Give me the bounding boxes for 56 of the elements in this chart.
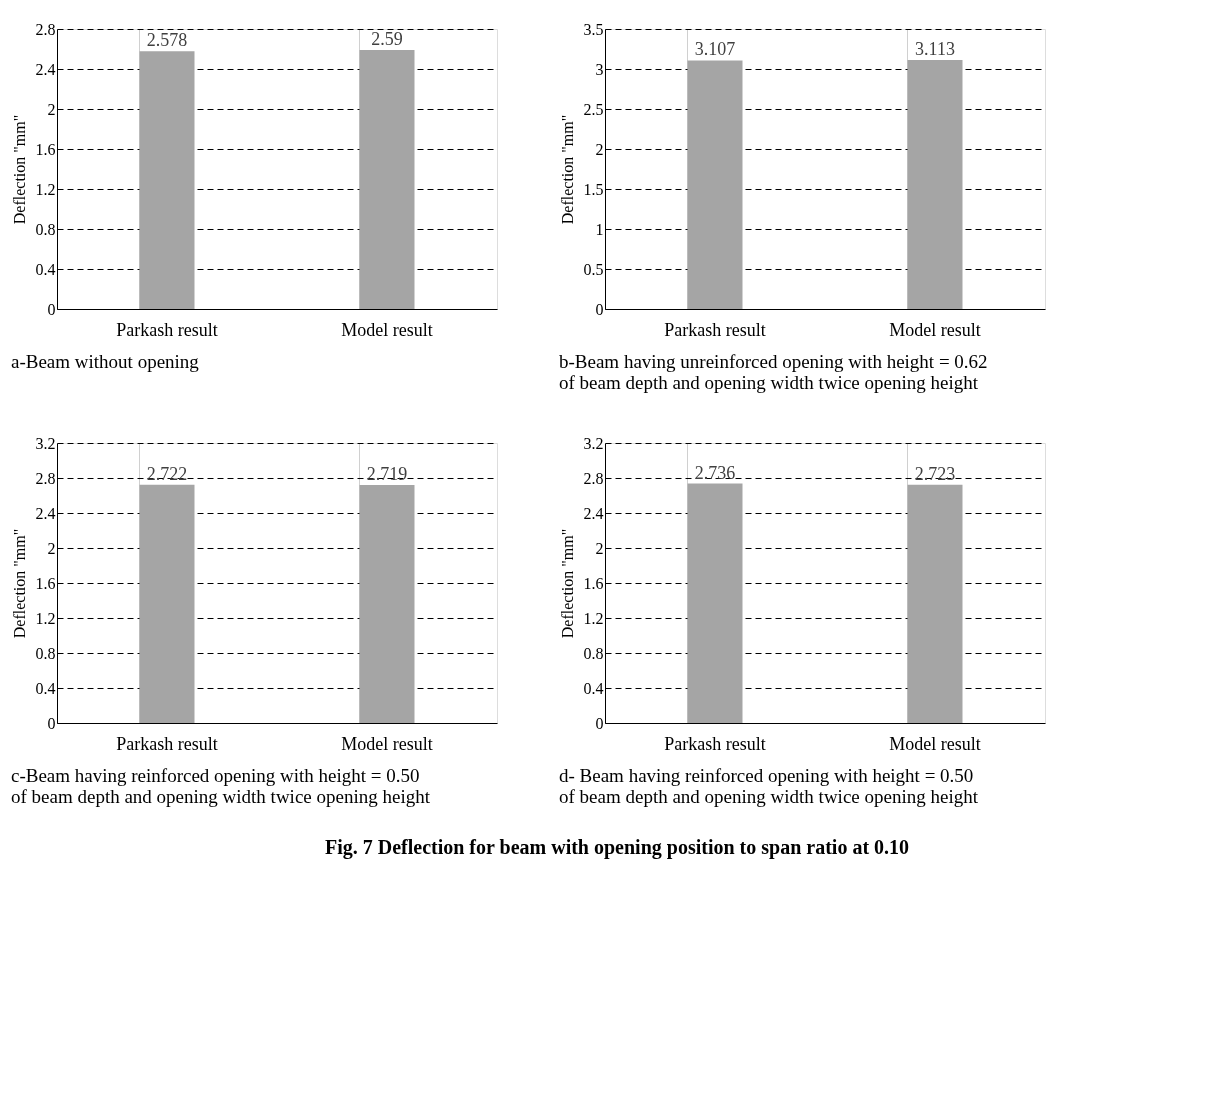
y-tick-label: 1.2 <box>35 609 56 627</box>
y-tick-label: 2.4 <box>35 504 56 522</box>
y-tick-label: 0 <box>47 300 56 318</box>
y-axis-title: Deflection "mm" <box>10 114 28 225</box>
y-tick-label: 0.5 <box>583 260 604 278</box>
y-tick-label: 0.8 <box>583 644 604 662</box>
y-tick-label: 2 <box>595 140 604 158</box>
y-tick-label: 2.8 <box>583 469 604 487</box>
y-tick-label: 1.2 <box>583 609 604 627</box>
y-tick-label: 2.5 <box>583 100 604 118</box>
y-tick-label: 3.2 <box>583 434 604 452</box>
y-tick-label: 2 <box>47 539 56 557</box>
y-tick-label: 1.2 <box>35 180 56 198</box>
text: a-Beam without opening <box>11 351 200 372</box>
data-label: 2.578 <box>146 30 188 51</box>
x-tick-label: Model result <box>341 733 433 754</box>
y-tick-label: 1.5 <box>583 180 604 198</box>
y-tick-label: 0.4 <box>583 679 604 697</box>
text: b-Beam having unreinforced opening with height = 0.62 of beam depth and opening width twice opening height <box>559 351 988 393</box>
text: d- Beam having reinforced opening with height = 0.50 of beam depth and opening width twice opening height <box>559 765 979 807</box>
y-tick-label: 1.6 <box>35 140 56 158</box>
y-tick-label: 1.6 <box>35 574 56 592</box>
x-tick-label: Parkash result <box>664 319 766 340</box>
y-tick-label: 2.4 <box>35 60 56 78</box>
y-tick-label: 3.5 <box>583 20 604 38</box>
y-axis-title: Deflection "mm" <box>558 528 576 639</box>
y-tick-label: 3.2 <box>35 434 56 452</box>
x-tick-label: Parkash result <box>116 319 218 340</box>
y-tick-label: 0 <box>595 300 604 318</box>
data-label: 2.59 <box>371 29 403 49</box>
y-tick-label: 2.8 <box>35 469 56 487</box>
y-tick-label: 2.8 <box>35 20 56 38</box>
y-tick-label: 1.6 <box>583 574 604 592</box>
x-tick-label: Model result <box>341 319 433 340</box>
data-label: 3.107 <box>694 39 736 60</box>
y-tick-label: 2 <box>595 539 604 557</box>
y-tick-label: 0 <box>595 714 604 732</box>
y-tick-label: 2 <box>47 100 56 118</box>
caption: Fig. 7 Deflection for beam with opening position to span ratio at 0.10 <box>324 836 910 859</box>
x-tick-label: Model result <box>889 733 981 754</box>
y-tick-label: 3 <box>595 60 604 78</box>
y-axis-title: Deflection "mm" <box>558 114 576 225</box>
x-tick-label: Parkash result <box>116 733 218 754</box>
data-label: 2.736 <box>694 462 736 483</box>
y-tick-label: 0.8 <box>35 220 56 238</box>
y-axis-title: Deflection "mm" <box>10 528 28 639</box>
y-tick-label: 1 <box>595 220 604 238</box>
y-tick-label: 0 <box>47 714 56 732</box>
data-label: 3.113 <box>915 38 955 59</box>
y-tick-label: 0.8 <box>35 644 56 662</box>
x-tick-label: Model result <box>889 319 981 340</box>
y-tick-label: 2.4 <box>583 504 604 522</box>
y-tick-label: 0.4 <box>35 260 56 278</box>
text: c-Beam having reinforced opening with height = 0.50 of beam depth and opening width twice opening height <box>11 765 431 807</box>
y-tick-label: 0.4 <box>35 679 56 697</box>
x-tick-label: Parkash result <box>664 733 766 754</box>
